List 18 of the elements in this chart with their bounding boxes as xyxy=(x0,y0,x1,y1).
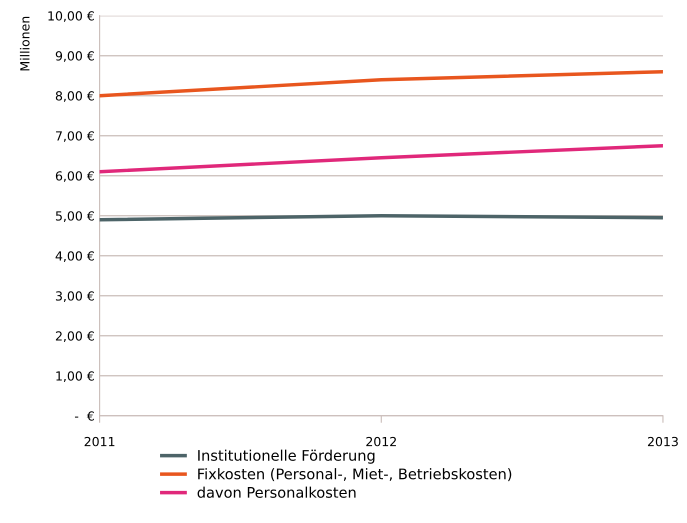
y-tick-label: 1,00 € xyxy=(56,371,94,382)
y-tick-label: 8,00 € xyxy=(56,91,94,102)
x-tick-label: 2012 xyxy=(366,436,396,446)
y-tick-label: 7,00 € xyxy=(56,131,94,142)
y-axis-title: Millionen xyxy=(20,16,30,70)
y-tick-label: - € xyxy=(74,411,94,421)
y-tick-label: 6,00 € xyxy=(56,171,94,182)
x-tick-label: 2011 xyxy=(84,436,114,446)
y-tick-label: 5,00 € xyxy=(56,211,94,222)
x-tick-label: 2013 xyxy=(648,436,678,446)
y-tick-label: 4,00 € xyxy=(56,251,94,262)
legend-label: Institutionelle Förderung xyxy=(198,450,374,464)
legend-label: Fixkosten (Personal-, Miet-, Betriebskosten) xyxy=(198,468,512,482)
y-tick-label: 2,00 € xyxy=(56,331,94,342)
y-tick-label: 10,00 € xyxy=(48,11,94,22)
legend-label: davon Personalkosten xyxy=(198,486,356,498)
y-tick-label: 3,00 € xyxy=(56,291,94,302)
y-tick-label: 9,00 € xyxy=(56,51,94,62)
